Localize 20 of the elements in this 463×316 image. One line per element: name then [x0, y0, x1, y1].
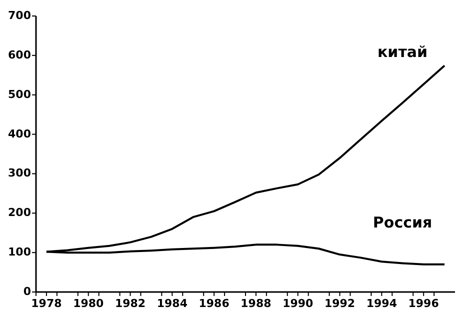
y-tick-label: 600	[8, 48, 32, 62]
x-tick-label: 1986	[198, 297, 230, 310]
x-tick-label: 1978	[31, 297, 62, 310]
x-tick-label: 1988	[240, 297, 272, 310]
x-tick-label: 1990	[282, 297, 314, 310]
y-tick-label: 500	[8, 88, 32, 101]
x-tick-label: 1996	[408, 297, 440, 310]
x-tick-label: 1992	[324, 297, 356, 310]
y-tick-label: 0	[23, 285, 32, 298]
y-tick-label: 300	[8, 166, 32, 180]
y-tick-label: 700	[8, 9, 32, 22]
y-tick-label: 200	[8, 206, 32, 220]
x-tick-label: 1980	[73, 297, 104, 310]
y-tick-label: 400	[8, 127, 32, 140]
series-label: Россия	[372, 213, 432, 232]
x-tick-label: 1994	[366, 297, 398, 310]
x-tick-label: 1982	[114, 297, 146, 310]
x-tick-label: 1984	[156, 297, 188, 310]
series-label: китай	[378, 42, 428, 61]
y-tick-label: 100	[8, 246, 32, 259]
